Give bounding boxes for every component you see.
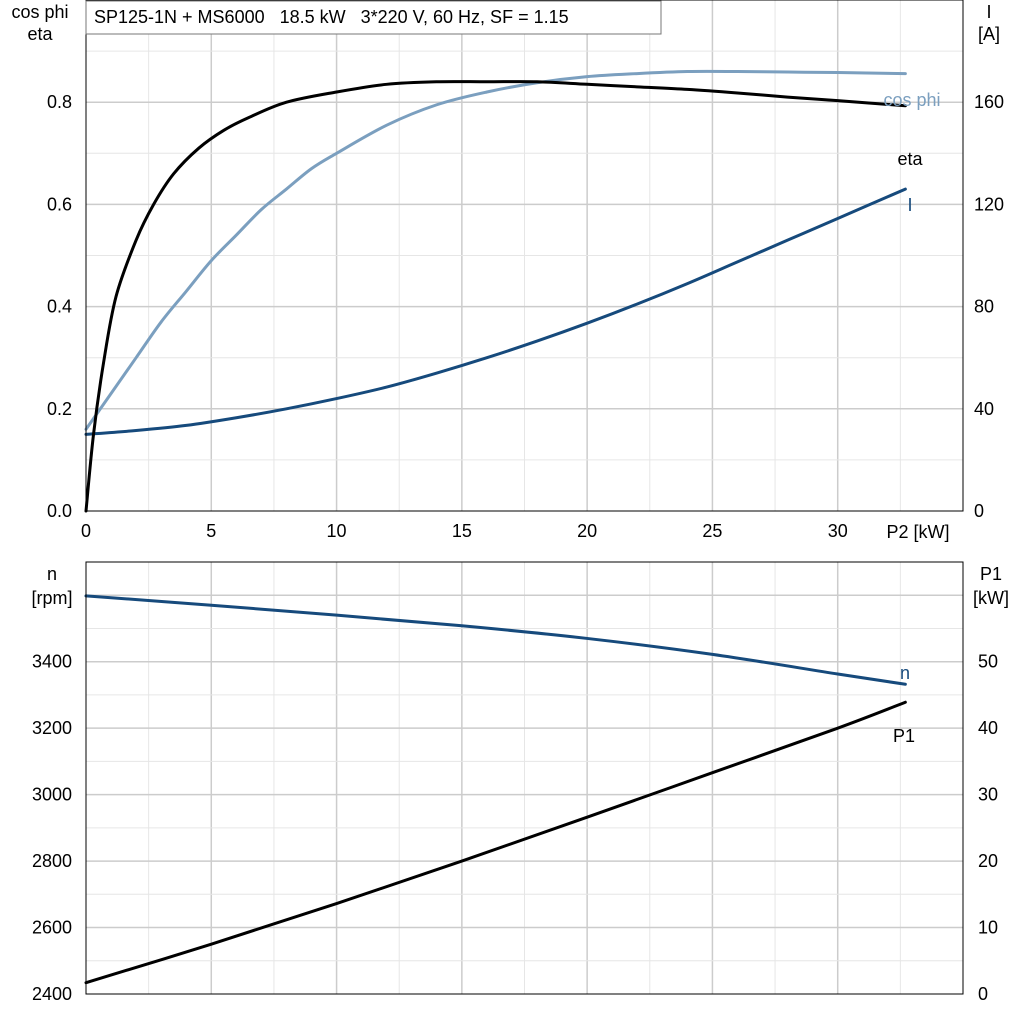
top-right-tick-label: 80 — [974, 297, 994, 317]
top-plot-frame — [85, 0, 964, 512]
top-left-tick-label: 0.8 — [47, 92, 72, 112]
top-left-tick-label: 0.4 — [47, 297, 72, 317]
top-right-tick-label: 0 — [974, 501, 984, 521]
bottom-left-tick-label: 2400 — [32, 984, 72, 1004]
bottom-tick-labels: 2400 2600 2800 3000 3200 3400 0 10 20 30 40 50 — [32, 652, 998, 1004]
series-line-n — [84, 594, 907, 686]
top-right-axis-title-1: I — [986, 2, 991, 22]
x-tick-label: 20 — [577, 521, 597, 541]
series-line-i — [84, 187, 907, 436]
top-right-tick-label: 160 — [974, 92, 1004, 112]
bottom-right-tick-label: 30 — [978, 785, 998, 805]
bottom-right-tick-label: 20 — [978, 851, 998, 871]
x-axis-title: P2 [kW] — [886, 522, 949, 542]
series-label-i: I — [907, 195, 912, 215]
bottom-left-tick-label: 2800 — [32, 851, 72, 871]
bottom-right-axis-title-1: P1 — [980, 564, 1002, 584]
bottom-series-group — [84, 594, 907, 985]
series-label-cos-phi: cos phi — [883, 90, 940, 110]
bottom-plot-frame — [85, 561, 964, 995]
x-tick-label: 25 — [702, 521, 722, 541]
series-line-cos-phi — [84, 69, 907, 431]
series-label-n: n — [900, 663, 910, 683]
top-right-tick-label: 40 — [974, 399, 994, 419]
x-tick-label: 30 — [828, 521, 848, 541]
series-label-eta: eta — [897, 149, 923, 169]
bottom-left-axis-title-1: n — [47, 564, 57, 584]
bottom-left-axis-title-2: [rpm] — [31, 588, 72, 608]
top-left-tick-label: 0.6 — [47, 194, 72, 214]
top-tick-labels: 0 5 10 15 20 25 30 0.0 0.2 0.4 0.6 0.8 0 40 80 120 160 — [47, 92, 1004, 541]
top-right-tick-label: 120 — [974, 194, 1004, 214]
bottom-left-tick-label: 3200 — [32, 718, 72, 738]
x-tick-label: 10 — [327, 521, 347, 541]
bottom-left-tick-label: 3400 — [32, 652, 72, 672]
top-left-axis-title-1: cos phi — [11, 2, 68, 22]
x-tick-label: 15 — [452, 521, 472, 541]
series-label-p1: P1 — [893, 726, 915, 746]
top-series-group — [84, 69, 907, 513]
series-line-eta — [84, 80, 907, 513]
chart-title: SP125-1N + MS6000 18.5 kW 3*220 V, 60 Hz… — [94, 7, 569, 27]
bottom-grid — [86, 562, 963, 994]
bottom-left-tick-label: 3000 — [32, 785, 72, 805]
title-box — [85, 0, 662, 35]
series-line-p1 — [84, 700, 907, 985]
top-right-axis-title-2: [A] — [978, 24, 1000, 44]
bottom-right-tick-label: 40 — [978, 718, 998, 738]
top-left-tick-label: 0.2 — [47, 399, 72, 419]
top-left-axis-title-2: eta — [27, 24, 53, 44]
top-left-tick-label: 0.0 — [47, 501, 72, 521]
bottom-right-tick-label: 50 — [978, 652, 998, 672]
bottom-left-tick-label: 2600 — [32, 918, 72, 938]
bottom-right-axis-title-2: [kW] — [973, 588, 1009, 608]
bottom-right-tick-label: 0 — [978, 984, 988, 1004]
bottom-right-tick-label: 10 — [978, 918, 998, 938]
x-tick-label: 0 — [81, 521, 91, 541]
x-tick-label: 5 — [206, 521, 216, 541]
